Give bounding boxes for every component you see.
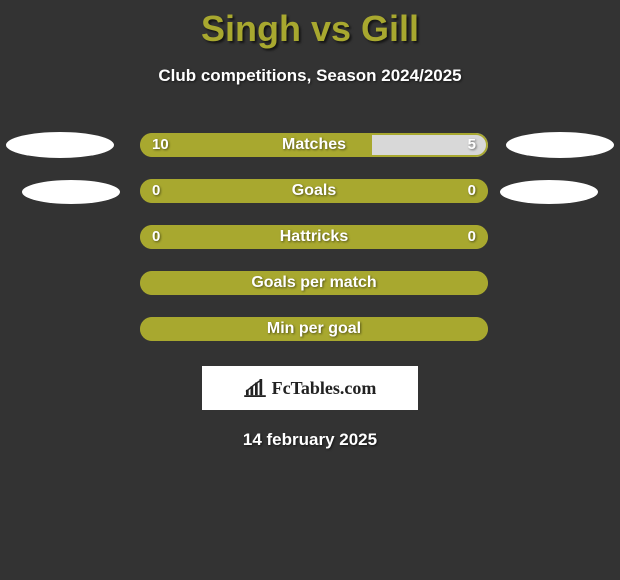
bar-fill-left [140, 225, 488, 249]
subtitle: Club competitions, Season 2024/2025 [0, 66, 620, 86]
stat-row: Goals per match [0, 262, 620, 308]
logo-text: FcTables.com [272, 378, 377, 399]
page-title: Singh vs Gill [0, 0, 620, 50]
stat-left-value: 0 [152, 228, 160, 245]
bar-fill-left [140, 133, 372, 157]
stat-row: 00Hattricks [0, 216, 620, 262]
bar-fill-left [140, 179, 488, 203]
stat-right-value: 0 [468, 182, 476, 199]
bar-fill-left [140, 271, 488, 295]
stat-left-value: 0 [152, 182, 160, 199]
stat-row: 00Goals [0, 170, 620, 216]
stat-bar: Goals per match [140, 271, 488, 295]
stat-bar: 00Hattricks [140, 225, 488, 249]
stat-left-value: 10 [152, 136, 169, 153]
ellipse-right [500, 180, 598, 204]
stat-row: 105Matches [0, 124, 620, 170]
ellipse-right [506, 132, 614, 158]
stat-bar: 00Goals [140, 179, 488, 203]
stat-bar: Min per goal [140, 317, 488, 341]
stat-right-value: 0 [468, 228, 476, 245]
comparison-widget: Singh vs Gill Club competitions, Season … [0, 0, 620, 450]
chart-icon [244, 379, 266, 397]
stat-row: Min per goal [0, 308, 620, 354]
ellipse-left [6, 132, 114, 158]
stat-rows: 105Matches00Goals00HattricksGoals per ma… [0, 124, 620, 354]
date-text: 14 february 2025 [0, 430, 620, 450]
ellipse-left [22, 180, 120, 204]
logo-box[interactable]: FcTables.com [202, 366, 418, 410]
bar-fill-left [140, 317, 488, 341]
stat-bar: 105Matches [140, 133, 488, 157]
stat-right-value: 5 [468, 136, 476, 153]
